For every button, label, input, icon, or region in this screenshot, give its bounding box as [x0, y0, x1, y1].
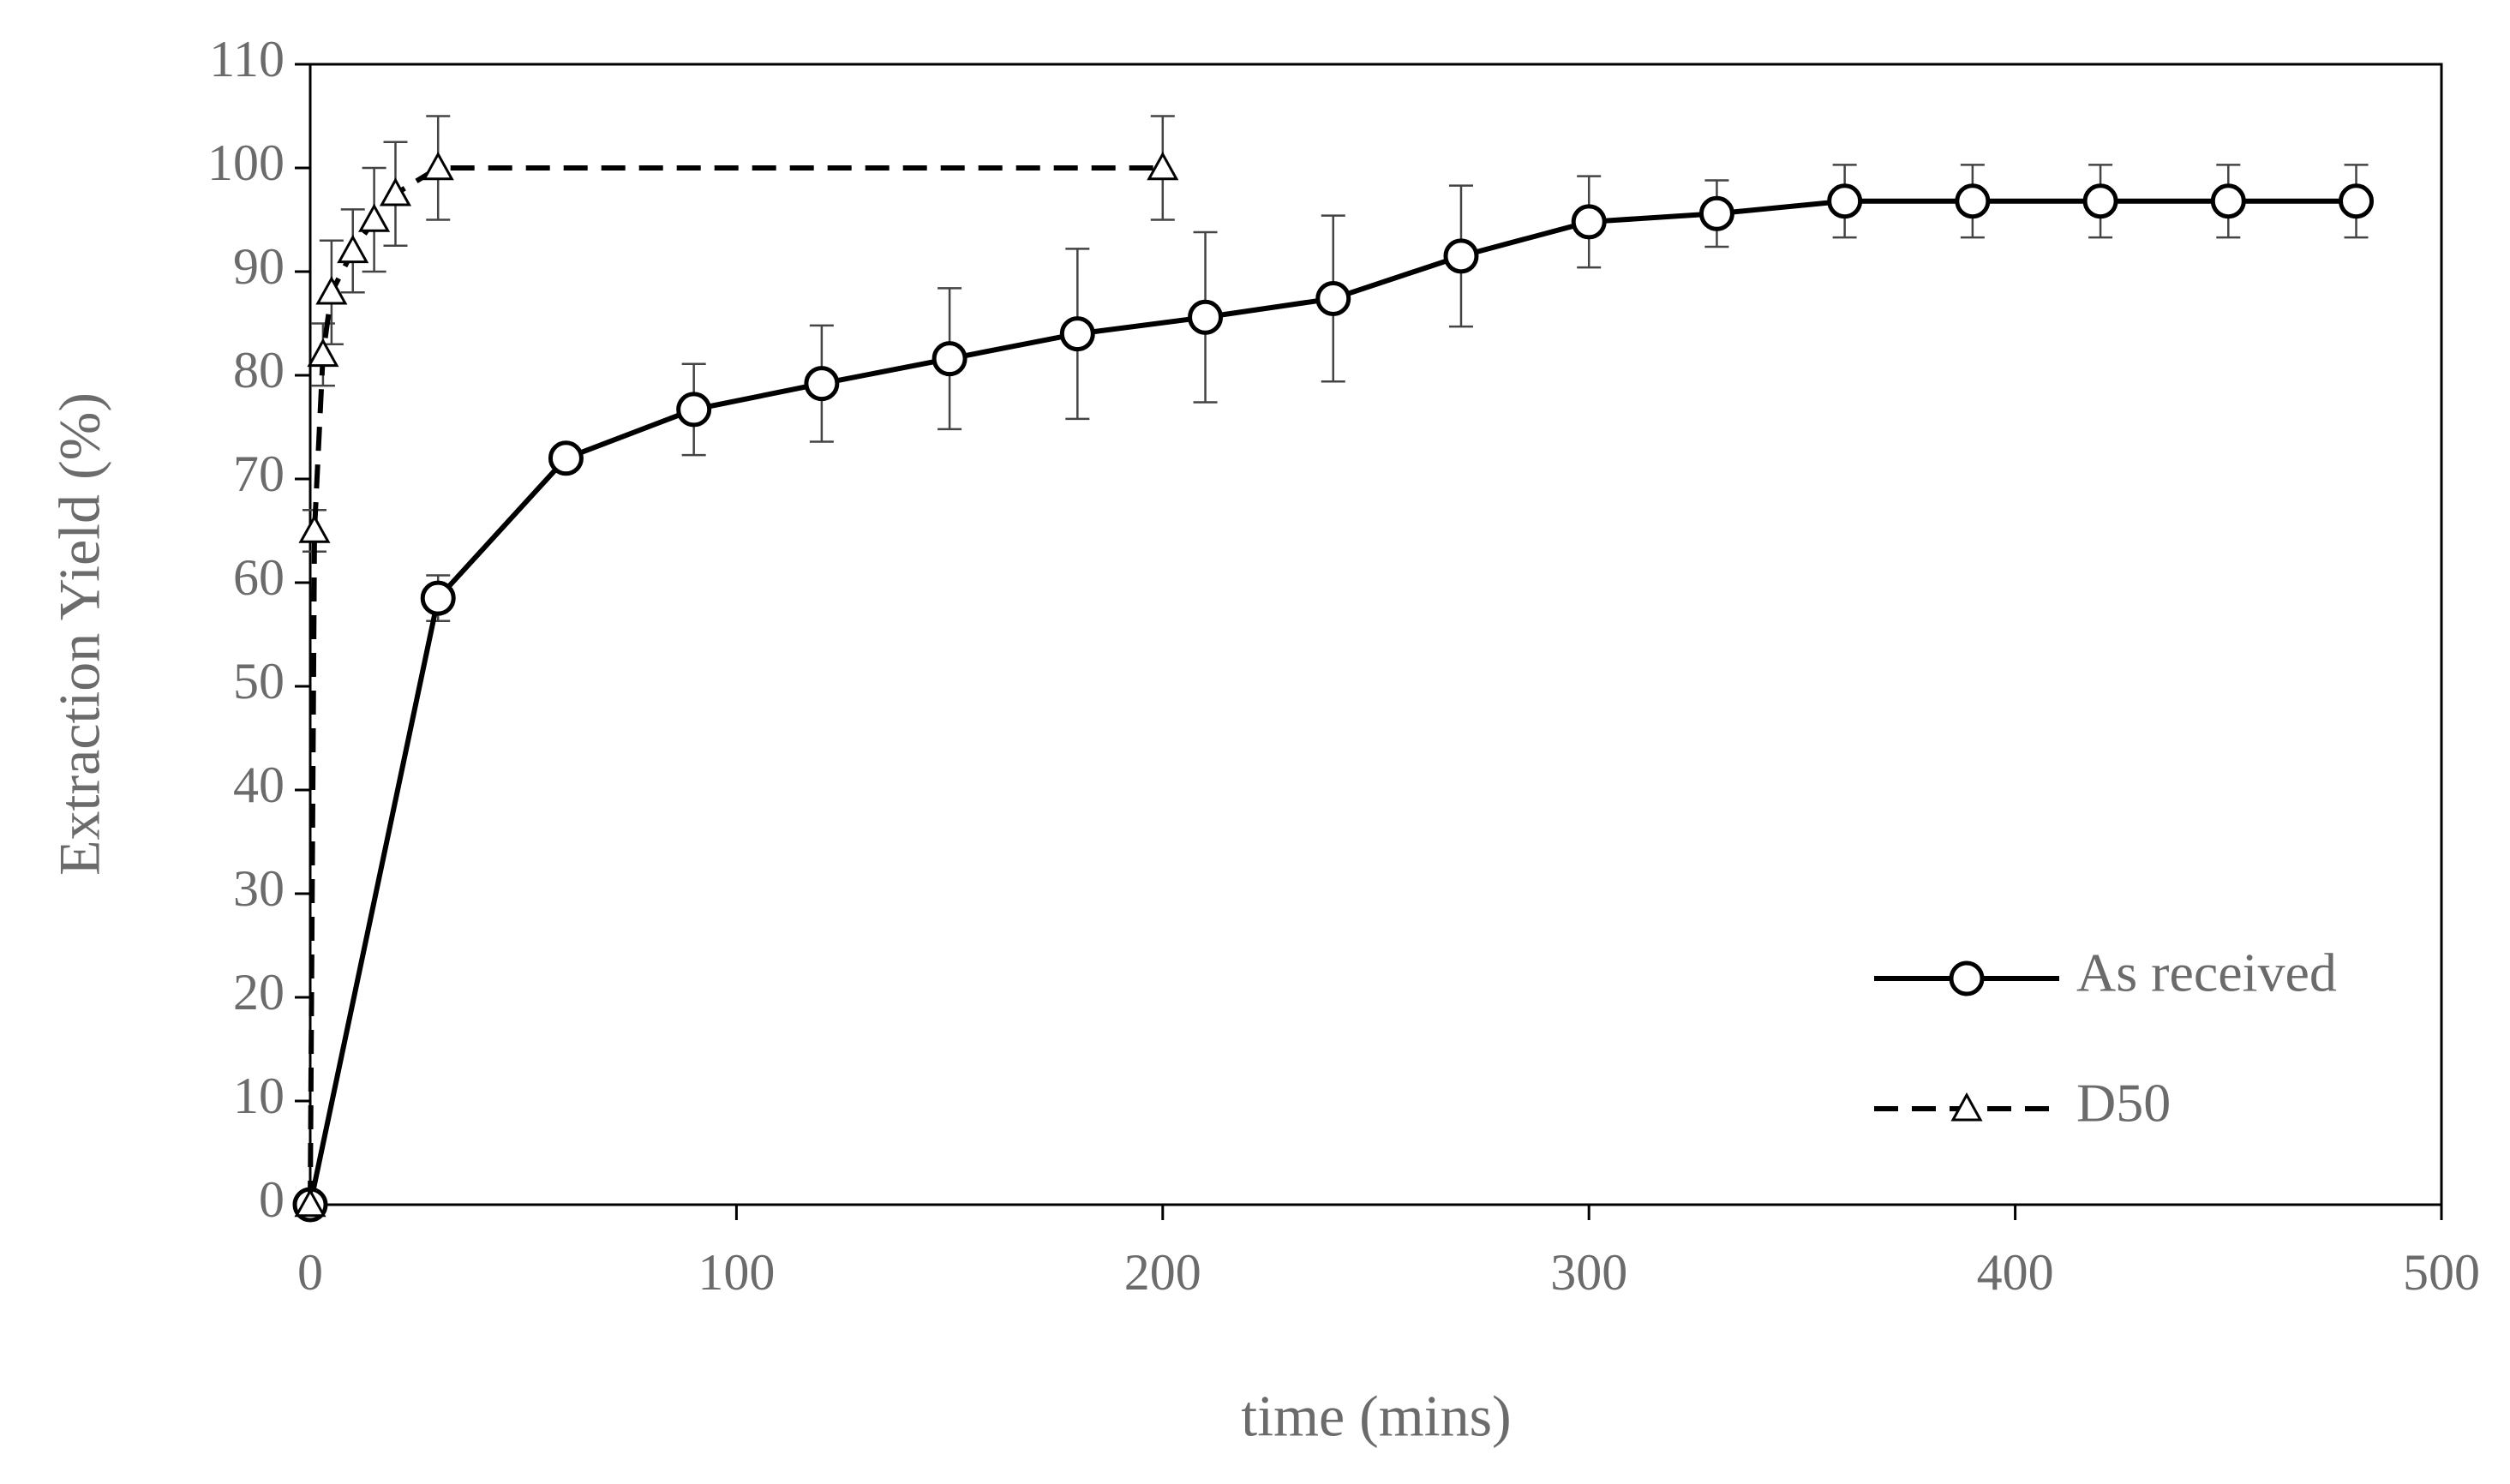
point [358, 203, 391, 232]
point [294, 1188, 326, 1218]
x-axis-label: time (mins) [1241, 1384, 1511, 1449]
series-line [308, 165, 1163, 1206]
y-tick-label: 0 [259, 1171, 285, 1228]
legend-label: As received [2076, 942, 2337, 1003]
point [1827, 183, 1863, 219]
point [298, 514, 331, 543]
point [1698, 195, 1734, 231]
point [307, 338, 339, 368]
y-tick-label: 20 [233, 964, 285, 1020]
y-tick-label: 30 [233, 860, 285, 917]
x-tick-label: 400 [1977, 1244, 2054, 1301]
plot-frame [309, 63, 2443, 1206]
point [1059, 316, 1095, 352]
point [1315, 280, 1351, 316]
point [315, 276, 348, 305]
y-tick-label: 110 [209, 31, 285, 87]
point [422, 151, 454, 181]
point [932, 341, 967, 377]
point [337, 234, 369, 264]
point [2210, 183, 2246, 219]
y-tick-label: 90 [233, 238, 285, 295]
x-tick-label: 0 [297, 1244, 323, 1301]
x-tick-label: 200 [1124, 1244, 1201, 1301]
x-tick-label: 100 [698, 1244, 775, 1301]
x-tick-label: 300 [1550, 1244, 1627, 1301]
y-tick-label: 40 [233, 757, 285, 813]
point [1571, 204, 1607, 240]
point [548, 440, 584, 476]
series [294, 115, 1179, 1218]
point [1147, 151, 1179, 181]
x-tick-label: 500 [2403, 1244, 2480, 1301]
point [2082, 183, 2118, 219]
y-tick-label: 100 [207, 135, 285, 191]
y-tick-label: 70 [233, 446, 285, 502]
y-axis-label: Extraction Yield (%) [47, 392, 112, 876]
point [1188, 299, 1224, 335]
y-tick-label: 50 [233, 653, 285, 709]
y-tick-label: 80 [233, 342, 285, 398]
series [292, 164, 2375, 1223]
point [420, 580, 456, 616]
legend-marker [1949, 960, 1985, 996]
point [804, 366, 840, 402]
legend-marker [1950, 1092, 1983, 1122]
point [676, 392, 712, 428]
y-tick-label: 10 [233, 1068, 285, 1124]
legend-label: D50 [2076, 1073, 2171, 1134]
point [1443, 238, 1479, 274]
y-tick-label: 60 [233, 549, 285, 606]
point [2339, 183, 2375, 219]
point [379, 177, 412, 206]
point [1955, 183, 1991, 219]
